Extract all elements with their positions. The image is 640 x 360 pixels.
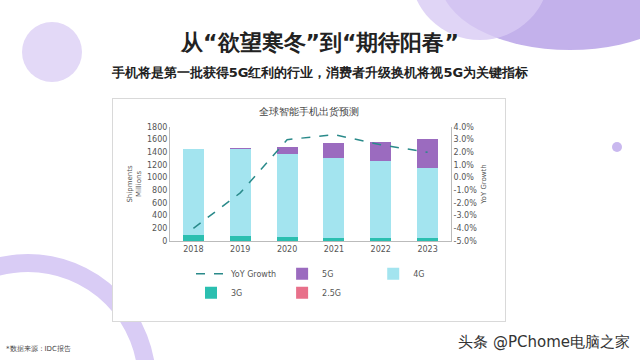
svg-text:-5.0%: -5.0% [454,237,478,246]
svg-text:YoY Growth: YoY Growth [480,164,488,204]
svg-text:2.0%: 2.0% [454,148,475,157]
svg-text:2018: 2018 [183,245,203,254]
svg-text:1400: 1400 [147,148,167,157]
svg-text:ShipmentsMillions: ShipmentsMillions [126,165,143,203]
svg-text:1.0%: 1.0% [454,161,475,170]
svg-text:1200: 1200 [147,161,167,170]
html-text:从“欲望寒冬”到“期待阳春”: 从“欲望寒冬”到“期待阳春” [181,30,459,55]
html-text:*数据来源：IDC报告: *数据来源：IDC报告 [6,345,71,353]
svg-text:4G: 4G [413,270,424,279]
svg-text:2022: 2022 [371,245,391,254]
svg-text:YoY Growth: YoY Growth [230,270,276,279]
svg-text:800: 800 [152,186,167,195]
svg-text:5G: 5G [322,270,333,279]
svg-text:2023: 2023 [417,245,437,254]
svg-text:0.0%: 0.0% [454,173,475,182]
svg-text:-3.0%: -3.0% [454,211,478,220]
svg-text:全球智能手机出货预测: 全球智能手机出货预测 [259,106,359,117]
svg-text:400: 400 [152,211,167,220]
svg-text:0: 0 [162,237,167,246]
svg-text:2021: 2021 [324,245,344,254]
svg-text:-2.0%: -2.0% [454,199,478,208]
svg-text:-1.0%: -1.0% [454,186,478,195]
svg-text:-4.0%: -4.0% [454,224,478,233]
svg-text:1600: 1600 [147,135,167,144]
svg-text:200: 200 [152,224,167,233]
svg-text:2020: 2020 [277,245,297,254]
svg-text:2019: 2019 [230,245,250,254]
html-text:头条 @PChome电脑之家: 头条 @PChome电脑之家 [458,333,630,351]
svg-text:600: 600 [152,199,167,208]
svg-text:4.0%: 4.0% [454,123,475,132]
svg-text:3G: 3G [231,289,242,298]
svg-text:2.5G: 2.5G [322,289,341,298]
html-text:手机将是第一批获得5G红利的行业，消费者升级换机将视5G为关: 手机将是第一批获得5G红利的行业，消费者升级换机将视5G为关键指标 [111,65,529,80]
svg-text:3.0%: 3.0% [454,135,475,144]
svg-text:1000: 1000 [147,173,167,182]
svg-text:1800: 1800 [147,123,167,132]
